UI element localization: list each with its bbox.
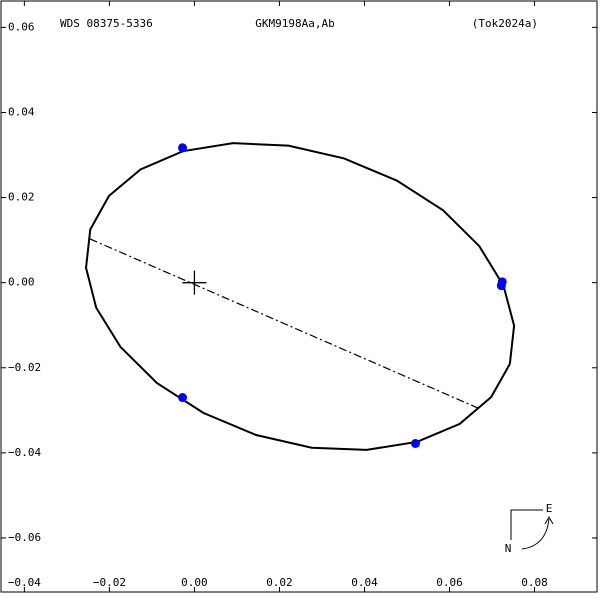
y-tick-label: 0.06 [8, 20, 35, 33]
observation [178, 393, 188, 403]
x-tick-label: 0.06 [436, 576, 463, 589]
x-tick-label: 0.04 [351, 576, 378, 589]
x-tick-label: −0.04 [8, 576, 41, 589]
annotation: WDS 08375-5336 [60, 17, 153, 30]
x-tick-label: −0.02 [93, 576, 126, 589]
y-tick-label: −0.06 [8, 531, 41, 544]
orbit [85, 142, 516, 451]
y-tick-label: 0.04 [8, 105, 35, 118]
x-tick-label: 0.02 [266, 576, 293, 589]
annotation: (Tok2024a) [472, 17, 538, 30]
y-tick-label: 0.00 [8, 276, 35, 289]
compass-east: E [546, 502, 553, 515]
observation [496, 281, 506, 291]
chart-title: GKM9198Aa,Ab [255, 17, 334, 30]
line-of-nodes [89, 238, 480, 410]
observation [410, 439, 420, 449]
x-tick-label: 0.08 [521, 576, 548, 589]
x-tick-label: 0.00 [181, 576, 208, 589]
compass-arm [510, 509, 543, 540]
y-tick-label: −0.02 [8, 361, 41, 374]
primary-star [182, 270, 207, 295]
observation [178, 143, 188, 153]
compass-arc [521, 518, 550, 550]
compass-arrowhead [544, 515, 554, 525]
compass: E N [505, 502, 554, 555]
y-tick-label: −0.04 [8, 446, 41, 459]
compass-north: N [505, 542, 512, 555]
y-tick-label: 0.02 [8, 191, 35, 204]
